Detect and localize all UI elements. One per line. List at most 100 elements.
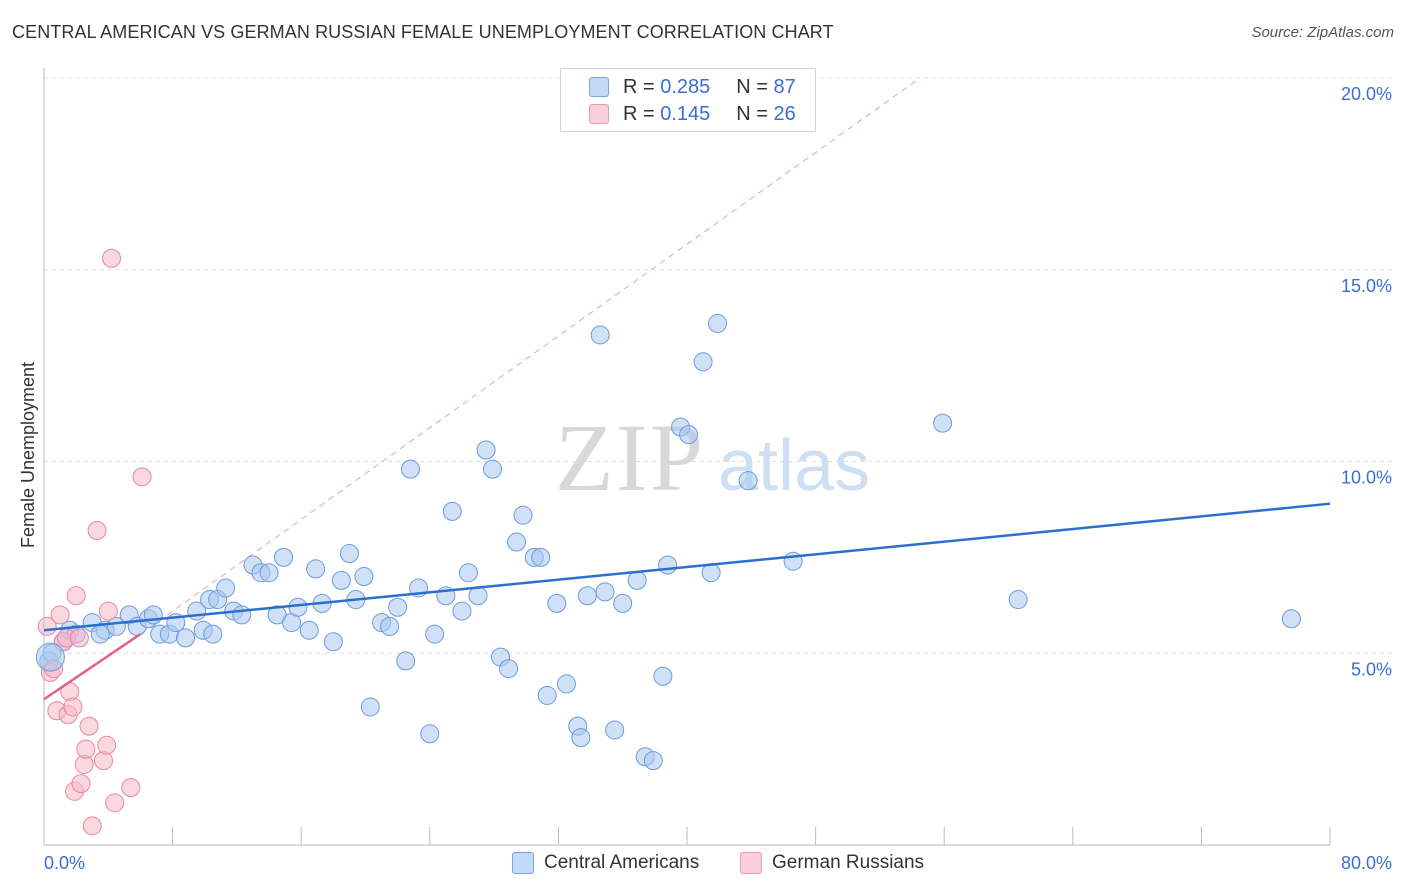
point-central-american — [627, 570, 647, 590]
legend-german-russians: German Russians — [740, 852, 924, 874]
reference-line — [140, 77, 921, 635]
legend-label: Central Americans — [544, 852, 700, 873]
point-central-american — [507, 532, 527, 552]
point-central-american — [547, 593, 567, 613]
point-german-russian — [37, 616, 57, 636]
point-german-russian — [132, 467, 152, 487]
point-central-american — [693, 352, 713, 372]
legend-central-americans: Central Americans — [512, 852, 699, 874]
point-central-american — [537, 685, 557, 705]
y-tick-label: 5.0% — [1351, 659, 1392, 679]
point-central-american — [323, 632, 343, 652]
legend-swatch-blue — [589, 77, 609, 97]
legend-row-german-russians: R = 0.145 N = 26 — [561, 101, 796, 127]
r-label: R = — [623, 102, 655, 125]
point-german-russian — [71, 774, 91, 794]
point-central-american-cluster — [35, 642, 65, 672]
point-central-american — [595, 582, 615, 602]
y-tick-label: 20.0% — [1341, 84, 1392, 104]
reference-dashed-line — [140, 77, 921, 635]
point-central-american — [458, 563, 478, 583]
point-central-american — [679, 425, 699, 445]
series-central-americans — [39, 313, 1301, 771]
point-central-american — [605, 720, 625, 740]
point-central-american — [571, 728, 591, 748]
legend-row-central-americans: R = 0.285 N = 87 — [561, 74, 796, 100]
point-german-russian — [93, 751, 113, 771]
point-central-american — [476, 440, 496, 460]
point-central-american — [482, 459, 502, 479]
legend-label: German Russians — [772, 852, 925, 873]
point-central-american — [396, 651, 416, 671]
series-german-russians — [37, 248, 152, 836]
point-central-american — [513, 505, 533, 525]
data-points — [35, 248, 1301, 836]
point-german-russian — [82, 816, 102, 836]
point-central-american — [288, 597, 308, 617]
point-central-american — [556, 674, 576, 694]
chart-title: CENTRAL AMERICAN VS GERMAN RUSSIAN FEMAL… — [12, 22, 834, 42]
n-label: N = — [736, 75, 768, 98]
point-central-american — [380, 616, 400, 636]
y-tick-label: 15.0% — [1341, 276, 1392, 296]
y-tick-label: 10.0% — [1341, 468, 1392, 488]
point-central-american — [1281, 609, 1301, 629]
point-german-russian — [102, 248, 122, 268]
y-axis-label: Female Unemployment — [18, 362, 38, 548]
point-central-american — [420, 724, 440, 744]
point-central-american — [331, 570, 351, 590]
point-central-american — [708, 313, 728, 333]
trend-line-german-russians — [43, 633, 142, 701]
point-central-american — [653, 666, 673, 686]
point-central-american — [259, 563, 279, 583]
point-central-american — [354, 567, 374, 587]
point-central-american — [232, 605, 252, 625]
point-central-american — [90, 624, 110, 644]
n-label: N = — [736, 102, 768, 125]
point-german-russian — [87, 521, 107, 541]
point-central-american — [425, 624, 445, 644]
point-german-russian — [69, 628, 89, 648]
point-central-american — [590, 325, 610, 345]
point-german-russian — [76, 739, 96, 759]
point-german-russian — [98, 601, 118, 621]
point-central-american — [499, 659, 519, 679]
tick-labels: 5.0% 10.0% 15.0% 20.0% 0.0% 80.0% — [44, 84, 1392, 873]
point-german-russian — [97, 735, 117, 755]
correlation-legend: R = 0.285 N = 87 R = 0.145 N = 26 — [560, 68, 816, 132]
x-tick-label: 0.0% — [44, 853, 85, 873]
legend-swatch-pink — [589, 104, 609, 124]
point-german-russian — [50, 605, 70, 625]
point-central-american — [452, 601, 472, 621]
point-central-american — [658, 555, 678, 575]
point-german-russian — [63, 697, 83, 717]
point-central-american — [274, 547, 294, 567]
point-german-russian — [79, 716, 99, 736]
point-german-russian — [66, 586, 86, 606]
watermark-atlas: atlas — [718, 426, 870, 506]
point-central-american — [216, 578, 236, 598]
point-central-american — [299, 620, 319, 640]
point-german-russian — [105, 793, 125, 813]
point-central-american — [613, 593, 633, 613]
legend-swatch-pink — [740, 852, 762, 874]
point-central-american — [933, 413, 953, 433]
legend-swatch-blue — [512, 852, 534, 874]
point-central-american — [442, 501, 462, 521]
r-label: R = — [623, 75, 655, 98]
trend-lines — [43, 502, 1331, 701]
point-central-american — [643, 751, 663, 771]
point-central-american — [360, 697, 380, 717]
trend-line-central-americans — [43, 502, 1331, 632]
point-central-american — [401, 459, 421, 479]
r-value: 0.145 — [660, 102, 711, 125]
source-label: Source: ZipAtlas.com — [1251, 24, 1394, 41]
point-central-american — [388, 597, 408, 617]
n-value: 87 — [773, 75, 796, 98]
point-central-american — [738, 471, 758, 491]
point-central-american — [468, 586, 488, 606]
point-central-american — [531, 547, 551, 567]
watermark: ZIP atlas — [555, 404, 870, 511]
point-central-american — [577, 586, 597, 606]
